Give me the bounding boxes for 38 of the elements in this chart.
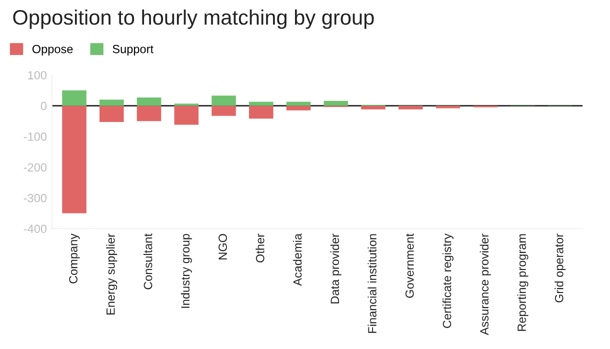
bar [398, 106, 423, 110]
bar [62, 106, 86, 214]
x-tick-label: Energy supplier [106, 234, 118, 315]
y-tick-label: 0 [40, 102, 47, 110]
x-tick-label: Government [405, 234, 414, 298]
x-tick-label: Financial institution [368, 234, 376, 333]
bar [62, 90, 86, 106]
bar [136, 97, 162, 106]
bar [212, 96, 236, 106]
y-tick-label: -200 [24, 163, 47, 172]
x-tick-label: Data provider [330, 234, 342, 304]
chart-title: Opposition to hourly matching by group [13, 9, 374, 29]
x-tick-label: Academia [293, 233, 302, 286]
bar [174, 106, 199, 125]
y-tick-label: -300 [24, 194, 47, 202]
x-tick-label: NGO [218, 234, 227, 260]
y-tick-label: -100 [24, 132, 47, 141]
x-tick-label: Company [69, 233, 80, 284]
bar [324, 100, 348, 106]
x-tick-label: Grid operator [554, 234, 566, 302]
x-tick-label: Other [256, 234, 264, 262]
y-tick-label: 100 [28, 71, 47, 80]
bar [436, 106, 460, 108]
y-tick-label: -400 [24, 224, 47, 233]
x-tick-label: Reporting program [517, 234, 528, 331]
bar [136, 106, 162, 122]
bar [100, 106, 124, 122]
x-tick-label: Assurance provider [480, 234, 491, 336]
bar [286, 106, 311, 110]
bar [212, 106, 236, 116]
bar [361, 106, 386, 110]
x-tick-label: Consultant [144, 234, 152, 290]
legend-label: Support [112, 44, 154, 56]
x-tick-label: Certificate registry [442, 233, 454, 328]
x-tick-label: Industry group [180, 234, 192, 308]
bar [100, 100, 124, 106]
legend-label: Oppose [32, 44, 73, 56]
bar [248, 106, 274, 119]
